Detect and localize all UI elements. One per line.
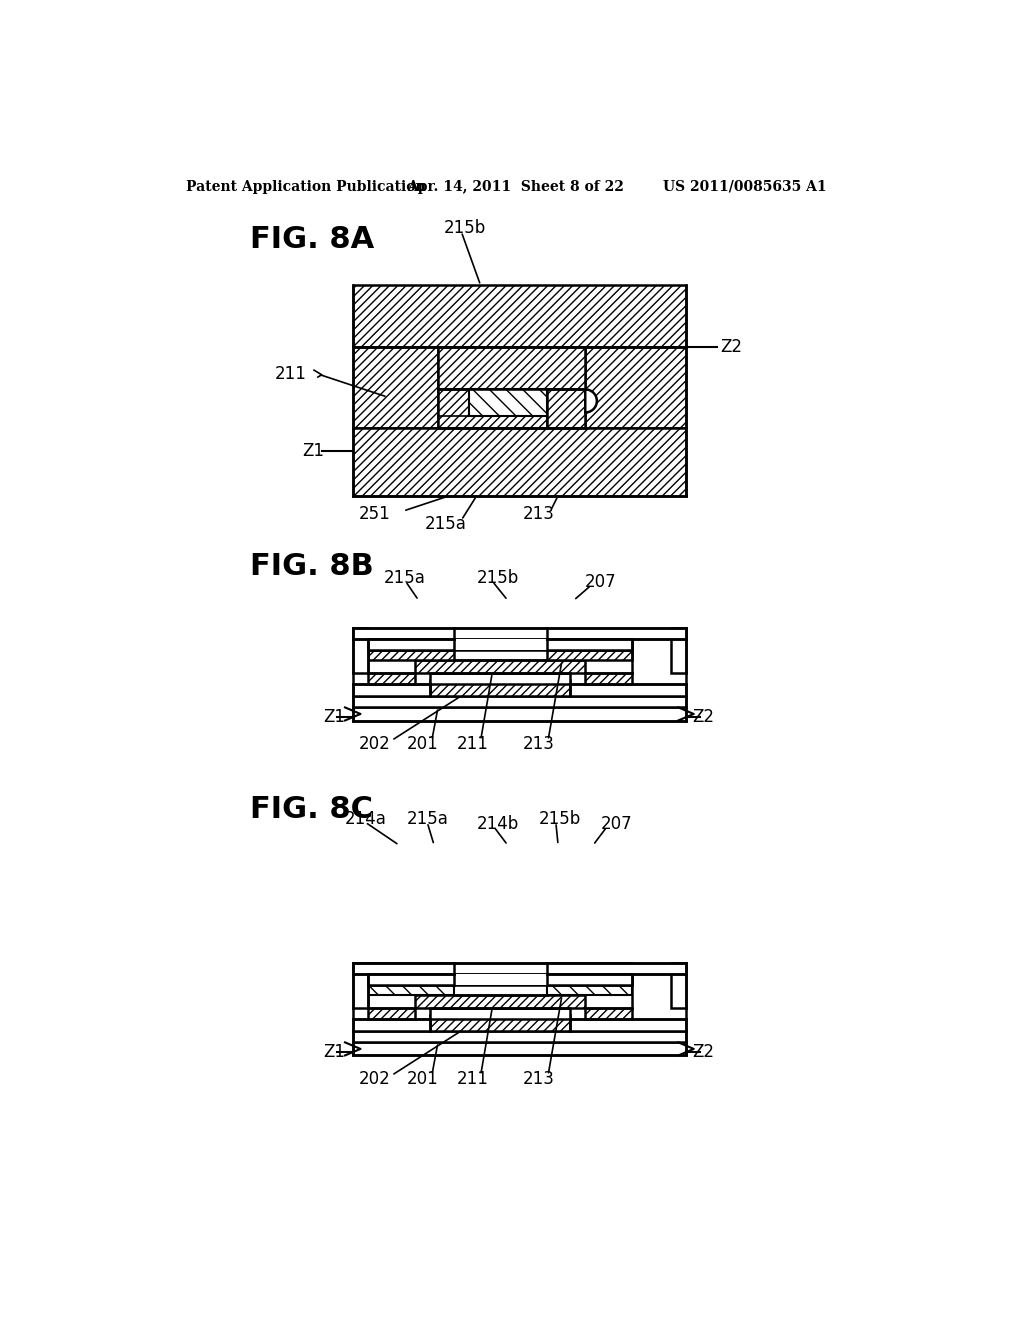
Bar [454, 639, 547, 649]
Text: Z1: Z1 [324, 708, 345, 726]
Bar [369, 639, 454, 649]
Text: US 2011/0085635 A1: US 2011/0085635 A1 [663, 180, 826, 194]
Text: 213: 213 [523, 506, 555, 523]
Bar [369, 974, 632, 985]
Bar [352, 964, 369, 1007]
Bar [547, 649, 632, 660]
Bar [438, 347, 586, 389]
Text: 215a: 215a [384, 569, 426, 587]
Bar [547, 985, 632, 995]
Bar [369, 1007, 415, 1019]
Text: 207: 207 [586, 573, 616, 591]
Bar [352, 347, 438, 428]
Bar [352, 628, 369, 673]
Bar [547, 964, 632, 974]
Bar [369, 639, 632, 649]
Bar [469, 389, 547, 416]
Bar [454, 974, 547, 985]
Text: Z2: Z2 [692, 708, 714, 726]
Text: 201: 201 [407, 1069, 438, 1088]
Bar [352, 285, 686, 347]
Text: Z2: Z2 [720, 338, 742, 356]
Bar [352, 696, 686, 708]
Text: FIG. 8B: FIG. 8B [251, 552, 374, 581]
Bar [352, 428, 686, 496]
Bar [369, 649, 454, 660]
Bar [352, 964, 686, 974]
Text: Patent Application Publication: Patent Application Publication [186, 180, 426, 194]
Bar [671, 964, 686, 1007]
Text: FIG. 8A: FIG. 8A [251, 224, 375, 253]
Text: 251: 251 [358, 506, 390, 523]
Wedge shape [586, 389, 597, 412]
Text: 215b: 215b [477, 569, 519, 587]
Bar [438, 389, 547, 428]
Text: 215b: 215b [444, 219, 486, 236]
Text: 215a: 215a [425, 515, 467, 533]
Text: 213: 213 [523, 1069, 555, 1088]
Bar [352, 1019, 430, 1031]
Bar [430, 1015, 569, 1031]
Text: 215a: 215a [407, 810, 449, 828]
Bar [352, 1043, 686, 1056]
Bar [547, 389, 586, 428]
Bar [586, 1007, 632, 1019]
Bar [430, 1007, 569, 1019]
Bar [569, 1019, 686, 1031]
Bar [352, 628, 686, 639]
Text: 211: 211 [457, 1069, 488, 1088]
Bar [671, 628, 686, 673]
Text: FIG. 8C: FIG. 8C [251, 795, 374, 824]
Text: 213: 213 [523, 735, 555, 752]
Text: 214a: 214a [345, 810, 387, 828]
Text: 201: 201 [407, 735, 438, 752]
Bar [369, 974, 454, 985]
Text: Apr. 14, 2011  Sheet 8 of 22: Apr. 14, 2011 Sheet 8 of 22 [407, 180, 624, 194]
Text: 207: 207 [601, 816, 633, 833]
Bar [352, 708, 686, 721]
Bar [569, 684, 686, 696]
Text: Z2: Z2 [692, 1043, 714, 1060]
Text: 211: 211 [275, 366, 307, 383]
Text: 214b: 214b [477, 816, 519, 833]
Text: 211: 211 [457, 735, 488, 752]
Bar [547, 639, 632, 649]
Text: 202: 202 [358, 735, 390, 752]
Bar [415, 995, 586, 1007]
Bar [369, 964, 454, 974]
Text: Z1: Z1 [324, 1043, 345, 1060]
Bar [369, 985, 454, 995]
Bar [430, 681, 569, 696]
Bar [586, 347, 686, 428]
Text: Z1: Z1 [302, 442, 325, 459]
Bar [586, 673, 632, 684]
Text: 202: 202 [358, 1069, 390, 1088]
Text: 215b: 215b [539, 810, 581, 828]
Bar [415, 660, 586, 673]
Bar [352, 684, 430, 696]
Bar [547, 974, 632, 985]
Bar [430, 673, 569, 684]
Bar [369, 673, 415, 684]
Bar [352, 1031, 686, 1043]
